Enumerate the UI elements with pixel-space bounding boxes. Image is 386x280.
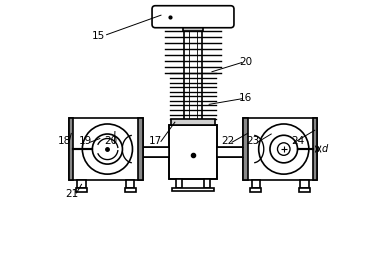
Bar (243, 118, 247, 180)
Text: 23: 23 (246, 136, 259, 146)
Circle shape (92, 134, 122, 164)
Bar (77, 180, 86, 188)
Bar (252, 180, 260, 188)
Text: 20: 20 (104, 136, 117, 146)
Text: 15: 15 (91, 31, 105, 41)
FancyBboxPatch shape (152, 6, 234, 28)
Bar (125, 188, 136, 192)
Circle shape (270, 135, 298, 163)
Text: 22: 22 (221, 136, 234, 146)
Text: 17: 17 (149, 136, 162, 146)
Bar (243, 118, 317, 180)
Bar (172, 188, 214, 191)
Circle shape (82, 124, 132, 174)
Text: 20: 20 (239, 57, 252, 67)
Bar (69, 118, 73, 180)
Text: 18: 18 (58, 136, 71, 146)
Bar (217, 147, 243, 157)
Text: d: d (322, 144, 328, 154)
Circle shape (259, 124, 309, 174)
Bar (171, 119, 215, 125)
Text: 21: 21 (65, 189, 78, 199)
Bar (299, 188, 310, 192)
Bar (169, 125, 217, 179)
Bar (139, 118, 143, 180)
Bar (143, 147, 169, 157)
Bar (313, 118, 317, 180)
Text: 24: 24 (291, 136, 304, 146)
Bar (76, 188, 87, 192)
Bar (300, 180, 309, 188)
Bar (69, 118, 143, 180)
Bar (169, 125, 217, 179)
Bar (126, 180, 134, 188)
Circle shape (278, 143, 290, 155)
Bar (176, 179, 183, 188)
Bar (183, 24, 203, 31)
Bar (250, 188, 261, 192)
Text: 19: 19 (79, 136, 92, 146)
Bar (203, 179, 210, 188)
Text: 16: 16 (239, 93, 252, 103)
